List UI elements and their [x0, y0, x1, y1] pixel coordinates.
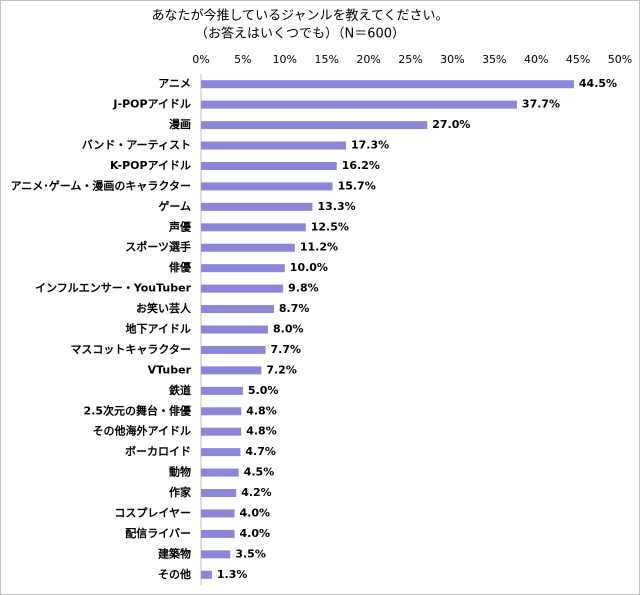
x-tick-label: 0%: [192, 53, 209, 66]
bar: [201, 223, 306, 232]
bar: [201, 366, 262, 375]
x-tick-label: 45%: [566, 53, 590, 66]
y-tick-label: 作家: [169, 485, 192, 499]
data-label: 17.3%: [351, 139, 389, 152]
y-tick-label: 漫画: [169, 117, 191, 131]
data-label: 3.5%: [235, 547, 266, 560]
bar: [201, 509, 235, 518]
data-label: 13.3%: [317, 200, 355, 213]
y-tick-label: 配信ライバー: [125, 526, 191, 540]
data-label: 4.5%: [244, 466, 275, 479]
y-tick-label: K-POPアイドル: [110, 159, 191, 172]
data-label: 4.0%: [240, 506, 271, 519]
x-tick-label: 40%: [524, 53, 548, 66]
bar: [201, 100, 517, 109]
data-label: 37.7%: [522, 98, 560, 111]
data-label: 4.0%: [240, 527, 271, 540]
bar: [201, 243, 295, 252]
data-label: 1.3%: [217, 568, 248, 581]
bar: [201, 325, 269, 334]
y-tick-label: 俳優: [169, 260, 192, 274]
y-tick-label: スポーツ選手: [125, 240, 191, 254]
data-label: 27.0%: [432, 118, 470, 131]
y-tick-label: VTuber: [148, 363, 192, 376]
y-tick-label: ボーカロイド: [125, 444, 191, 458]
bar: [201, 550, 231, 559]
x-tick-label: 15%: [314, 53, 338, 66]
y-tick-label: 建築物: [158, 546, 191, 560]
chart-title: あなたが今推しているジャンルを教えてください。: [152, 8, 449, 24]
y-tick-label: ゲーム: [158, 199, 191, 213]
data-label: 9.8%: [288, 282, 319, 295]
y-tick-label: アニメ･ゲーム・漫画のキャラクター: [10, 178, 191, 192]
data-label: 4.8%: [246, 425, 277, 438]
bar: [201, 264, 285, 273]
bar: [201, 80, 574, 89]
y-tick-label: その他海外アイドル: [93, 424, 191, 438]
x-tick-label: 35%: [482, 53, 506, 66]
y-tick-label: 2.5次元の舞台・俳優: [84, 403, 192, 417]
y-tick-label: 地下アイドル: [126, 322, 191, 336]
bar: [201, 529, 235, 538]
data-label: 10.0%: [290, 261, 328, 274]
data-label: 8.7%: [279, 302, 310, 315]
y-tick-label: J-POPアイドル: [112, 98, 191, 111]
y-tick-label: その他: [158, 567, 191, 581]
chart-subtitle: （お答えはいくつでも）（N＝600）: [195, 26, 405, 42]
y-tick-label: お笑い芸人: [136, 301, 192, 315]
x-tick-label: 30%: [440, 53, 464, 66]
data-label: 7.2%: [266, 363, 297, 376]
bar: [201, 161, 337, 170]
data-label: 16.2%: [342, 159, 380, 172]
x-tick-label: 5%: [234, 53, 251, 66]
bar: [201, 427, 242, 436]
y-tick-label: 鉄道: [169, 383, 191, 397]
y-tick-label: バンド・アーティスト: [82, 139, 191, 152]
x-tick-label: 10%: [273, 53, 297, 66]
data-label: 4.7%: [245, 445, 276, 458]
bar: [201, 570, 212, 579]
y-tick-label: アニメ: [158, 77, 191, 90]
bar: [201, 202, 313, 211]
bar: [201, 345, 266, 354]
x-tick-label: 50%: [608, 53, 632, 66]
y-tick-label: コスプレイヤー: [114, 505, 191, 519]
bar: [201, 121, 428, 130]
y-tick-label: マスコットキャラクター: [70, 343, 191, 356]
bar: [201, 407, 242, 416]
bar: [201, 489, 237, 498]
bar: [201, 182, 333, 191]
data-label: 5.0%: [248, 384, 279, 397]
y-tick-label: インフルエンサー・YouTuber: [35, 282, 191, 295]
bar: [201, 448, 241, 457]
bar: [201, 386, 243, 395]
data-label: 7.7%: [271, 343, 302, 356]
x-tick-label: 20%: [356, 53, 380, 66]
data-label: 15.7%: [338, 179, 376, 192]
data-label: 44.5%: [579, 77, 617, 90]
x-tick-label: 25%: [398, 53, 422, 66]
data-label: 8.0%: [273, 323, 304, 336]
bar: [201, 284, 284, 293]
data-label: 4.2%: [241, 486, 272, 499]
data-label: 4.8%: [246, 404, 277, 417]
data-label: 11.2%: [300, 241, 338, 254]
bar: [201, 141, 346, 150]
y-tick-label: 声優: [168, 219, 192, 233]
bar: [201, 468, 239, 477]
data-label: 12.5%: [311, 220, 349, 233]
y-tick-label: 動物: [169, 465, 191, 479]
bar: [201, 305, 274, 314]
